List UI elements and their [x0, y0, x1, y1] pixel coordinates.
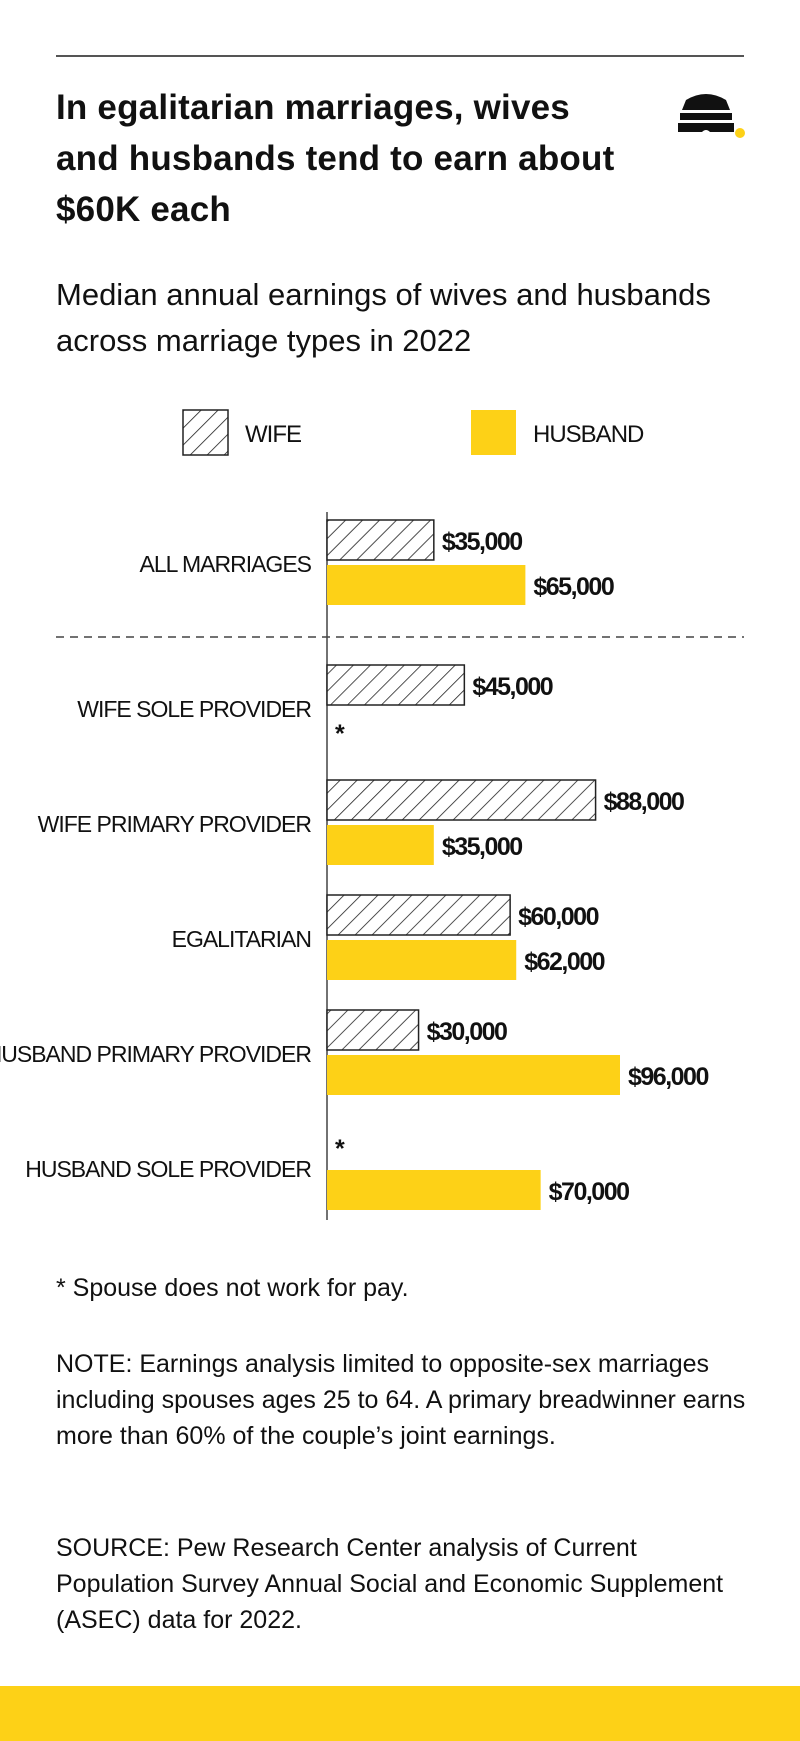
- category-label-wife-sole-provider: WIFE SOLE PROVIDER: [77, 696, 311, 722]
- bar-wife-husband-primary-provider: [326, 1009, 420, 1051]
- value-label-wife-egalitarian: $60,000: [518, 903, 598, 931]
- footnote: * Spouse does not work for pay.: [56, 1274, 409, 1302]
- value-label-wife-husband-primary-provider: $30,000: [427, 1018, 507, 1046]
- bar-wife-egalitarian: [326, 894, 511, 936]
- source: SOURCE: Pew Research Center analysis of …: [56, 1534, 724, 1634]
- value-label-wife-all-marriages: $35,000: [442, 528, 522, 556]
- bar-wife-wife-sole-provider: [326, 664, 466, 706]
- category-label-husband-sole-provider: HUSBAND SOLE PROVIDER: [25, 1156, 311, 1182]
- legend: WIFE HUSBAND: [182, 409, 645, 456]
- no-pay-marker-husband-wife-sole-provider: *: [335, 720, 345, 748]
- legend-swatch-wife: [182, 409, 229, 456]
- no-pay-marker-wife-husband-sole-provider: *: [335, 1135, 345, 1163]
- bar-husband-all-marriages: [327, 565, 526, 605]
- plot-area: ALL MARRIAGES $35,000 $65,000 WIFE SOLE PRO…: [0, 512, 744, 1220]
- legend-label-wife: WIFE: [245, 421, 301, 448]
- value-label-husband-all-marriages: $65,000: [533, 573, 613, 601]
- bar-husband-egalitarian: [327, 940, 517, 980]
- top-rule: [56, 55, 744, 57]
- chart-title: In egalitarian marriages, wives and husb…: [56, 88, 615, 229]
- bar-wife-all-marriages: [326, 519, 435, 561]
- bar-husband-wife-primary-provider: [327, 825, 434, 865]
- bar-chart: WIFE HUSBAND ALL MARRIAGES $35,000 $65,000 W…: [0, 409, 744, 1220]
- legend-label-husband: HUSBAND: [533, 421, 644, 448]
- beehive-logo-icon: [678, 94, 745, 138]
- category-label-wife-primary-provider: WIFE PRIMARY PROVIDER: [38, 811, 312, 837]
- value-label-husband-husband-primary-provider: $96,000: [628, 1063, 708, 1091]
- legend-swatch-husband: [471, 410, 516, 455]
- bar-wife-wife-primary-provider: [326, 779, 597, 821]
- category-label-all-marriages: ALL MARRIAGES: [140, 551, 312, 577]
- value-label-wife-wife-sole-provider: $45,000: [472, 673, 552, 701]
- bar-husband-husband-primary-provider: [327, 1055, 620, 1095]
- value-label-husband-husband-sole-provider: $70,000: [549, 1178, 629, 1206]
- note: NOTE: Earnings analysis limited to oppos…: [56, 1350, 746, 1450]
- footer-band: [0, 1686, 800, 1741]
- category-label-husband-primary-provider: HUSBAND PRIMARY PROVIDER: [0, 1041, 311, 1067]
- value-label-wife-wife-primary-provider: $88,000: [604, 788, 684, 816]
- category-label-egalitarian: EGALITARIAN: [172, 926, 311, 952]
- value-label-husband-egalitarian: $62,000: [524, 948, 604, 976]
- bar-husband-husband-sole-provider: [327, 1170, 541, 1210]
- chart-subtitle: Median annual earnings of wives and husb…: [56, 277, 711, 358]
- value-label-husband-wife-primary-provider: $35,000: [442, 833, 522, 861]
